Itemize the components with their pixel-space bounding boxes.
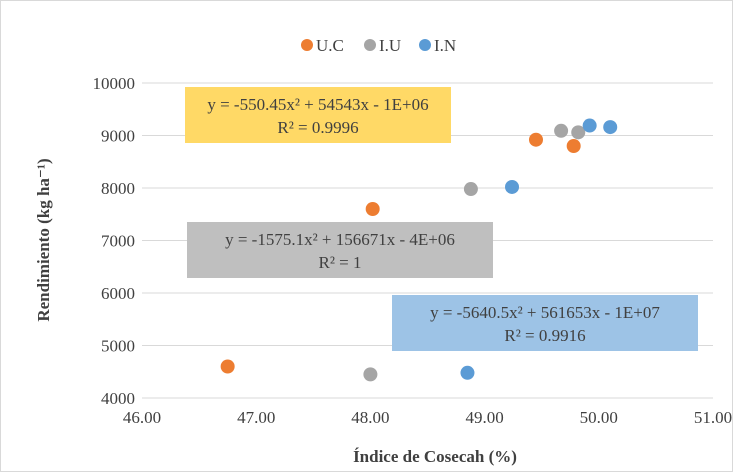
point-uc-2: [528, 132, 543, 147]
point-uc-3: [566, 139, 581, 153]
trendline-labels: y = -550.45x² + 54543x - 1E+06 R² = 0.999…: [185, 87, 698, 351]
point-iu-3: [571, 125, 586, 140]
x-tick-label-0: 46.00: [123, 408, 161, 427]
x-axis-label: Índice de Cosecah (%): [353, 447, 517, 466]
y-axis-label: Rendimiento (kg ha⁻¹): [34, 158, 53, 321]
legend-marker-iu: [364, 39, 376, 51]
point-uc-1: [365, 202, 380, 216]
point-in-1: [505, 179, 520, 194]
legend-marker-uc: [301, 39, 313, 51]
point-in-3: [603, 120, 618, 135]
point-iu-1: [463, 182, 478, 197]
y-tick-label-6: 10000: [93, 74, 136, 93]
legend-label-iu: I.U: [379, 36, 401, 55]
legend: U.C I.U I.N: [301, 36, 456, 55]
x-tick-label-3: 49.00: [465, 408, 503, 427]
x-tick-label-4: 50.00: [580, 408, 618, 427]
legend-label-in: I.N: [434, 36, 456, 55]
tick-labels: 4000 5000 6000 7000 8000 9000 10000 46.00 47.00 4…: [93, 74, 733, 427]
y-tick-label-4: 8000: [101, 179, 135, 198]
y-tick-label-2: 6000: [101, 284, 135, 303]
y-tick-label-0: 4000: [101, 389, 135, 408]
point-in-2: [582, 118, 597, 133]
point-uc-0: [220, 359, 235, 374]
legend-label-uc: U.C: [316, 36, 344, 55]
trendline-r2-uc: R² = 0.9996: [277, 118, 358, 137]
trendline-r2-in: R² = 0.9916: [504, 326, 585, 345]
point-in-0: [460, 365, 475, 380]
x-tick-label-2: 48.00: [351, 408, 389, 427]
point-iu-2: [554, 123, 569, 138]
trendline-equation-iu: y = -1575.1x² + 156671x - 4E+06: [225, 230, 455, 249]
trendline-r2-iu: R² = 1: [318, 253, 361, 272]
data-points: [220, 118, 618, 382]
y-tick-label-5: 9000: [101, 127, 135, 146]
legend-marker-in: [419, 39, 431, 51]
x-tick-label-5: 51.00: [694, 408, 732, 427]
y-tick-label-1: 5000: [101, 337, 135, 356]
trendline-label-box-uc: [185, 87, 451, 143]
x-tick-label-1: 47.00: [237, 408, 275, 427]
y-tick-label-3: 7000: [101, 232, 135, 251]
trendline-label-box-iu: [187, 222, 493, 278]
trendline-equation-in: y = -5640.5x² + 561653x - 1E+07: [430, 303, 660, 322]
point-iu-0: [363, 367, 378, 382]
trendline-equation-uc: y = -550.45x² + 54543x - 1E+06: [207, 95, 428, 114]
trendline-label-box-in: [392, 295, 698, 351]
